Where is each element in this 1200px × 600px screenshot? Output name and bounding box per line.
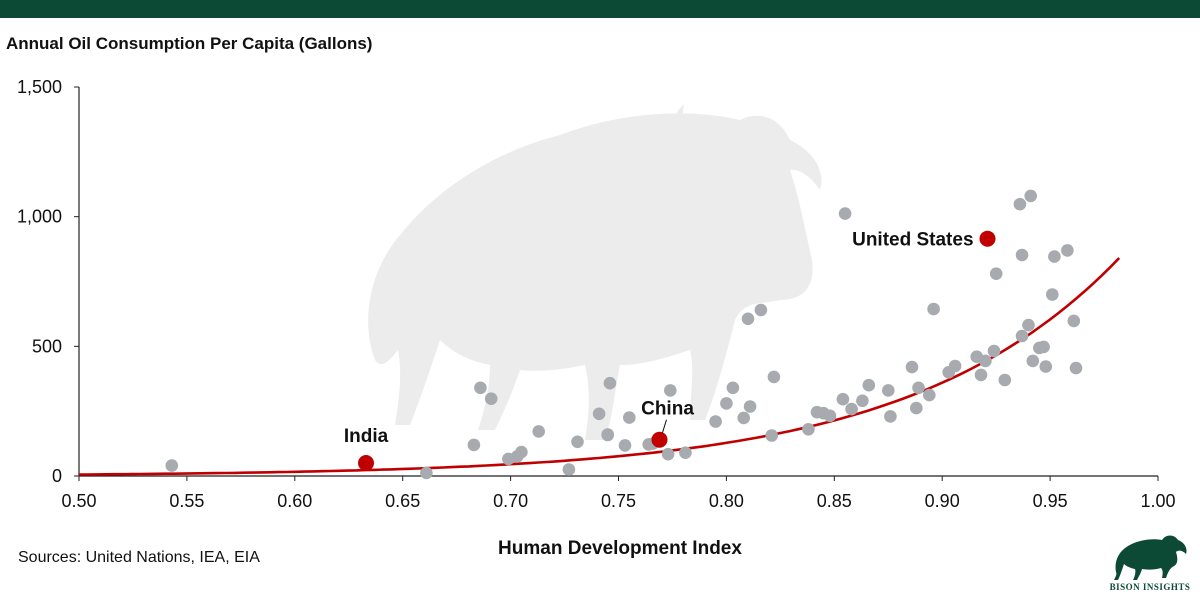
- scatter-point: [767, 370, 781, 384]
- scatter-point: [532, 425, 545, 438]
- highlight-label-china: China: [641, 399, 694, 420]
- scatter-point: [467, 438, 481, 452]
- y-tick-label: 1,500: [17, 77, 62, 97]
- bison-logo: BISON INSIGHTS: [1108, 528, 1192, 598]
- scatter-point: [998, 373, 1012, 387]
- y-tick-label: 0: [52, 466, 62, 486]
- scatter-point: [912, 381, 925, 395]
- scatter-point: [679, 446, 692, 460]
- y-tick-label: 500: [32, 336, 62, 356]
- scatter-point: [802, 423, 815, 436]
- highlight-point-united-states: [979, 230, 996, 247]
- scatter-point: [726, 381, 740, 395]
- y-tick-label: 1,000: [17, 207, 62, 227]
- highlight-point-china: [651, 431, 668, 448]
- scatter-point: [910, 401, 923, 415]
- scatter-point: [1022, 318, 1035, 332]
- scatter-point: [601, 428, 614, 442]
- scatter-point: [474, 381, 487, 395]
- logo-text: BISON INSIGHTS: [1109, 582, 1191, 592]
- scatter-point: [1039, 360, 1053, 373]
- scatter-point: [1069, 361, 1083, 375]
- x-tick-label: 0.60: [277, 491, 312, 511]
- bison-logo-icon: [1114, 535, 1187, 580]
- scatter-point: [1061, 244, 1074, 257]
- scatter-point: [987, 344, 1001, 358]
- x-tick-label: 0.85: [817, 491, 852, 511]
- scatter-point: [1024, 189, 1037, 203]
- header-band: [0, 0, 1200, 18]
- scatter-point: [562, 463, 576, 476]
- scatter-point: [927, 302, 940, 316]
- scatter-point: [571, 435, 584, 449]
- scatter-point: [1015, 329, 1029, 343]
- x-tick-label: 1.00: [1140, 491, 1175, 511]
- scatter-point: [882, 384, 895, 397]
- x-axis-title: Human Development Index: [498, 538, 742, 559]
- x-tick-label: 0.65: [385, 491, 420, 511]
- scatter-point: [664, 384, 677, 397]
- x-tick-label: 0.95: [1033, 491, 1068, 511]
- trend-line: [79, 257, 1121, 476]
- scatter-point: [923, 388, 936, 402]
- scatter-point: [845, 402, 858, 416]
- scatter-point: [754, 303, 768, 317]
- scatter-point: [165, 459, 179, 472]
- scatter-point: [1015, 248, 1029, 262]
- scatter-point: [974, 368, 988, 382]
- scatter-point: [741, 312, 755, 326]
- scatter-point: [989, 267, 1003, 281]
- scatter-point: [720, 397, 733, 410]
- scatter-point: [743, 400, 757, 413]
- scatter-point: [1013, 197, 1027, 211]
- scatter-point: [884, 410, 897, 423]
- scatter-point: [823, 409, 837, 423]
- scatter-point: [836, 392, 850, 406]
- scatter-point: [765, 429, 778, 442]
- scatter-point: [709, 415, 722, 428]
- scatter-point: [420, 466, 433, 480]
- scatter-point: [484, 392, 498, 406]
- x-tick-label: 0.90: [925, 491, 960, 511]
- highlight-label-united-states: United States: [852, 230, 973, 251]
- x-tick-label: 0.55: [169, 491, 204, 511]
- highlight-label-india: India: [344, 426, 389, 447]
- bison-watermark-icon: [368, 104, 822, 441]
- scatter-point: [862, 378, 876, 392]
- scatter-point: [1048, 250, 1061, 263]
- scatter-point: [1046, 288, 1059, 301]
- scatter-point: [592, 407, 606, 421]
- highlight-point-india: [358, 455, 374, 471]
- x-tick-label: 0.70: [493, 491, 528, 511]
- scatter-point: [603, 376, 617, 390]
- x-tick-label: 0.80: [709, 491, 744, 511]
- scatter-point: [979, 354, 992, 368]
- scatter-point: [1037, 340, 1050, 354]
- label-leader-line: [662, 419, 667, 433]
- y-axis-title: Annual Oil Consumption Per Capita (Gallo…: [6, 34, 373, 53]
- scatter-point: [948, 359, 962, 373]
- scatter-point: [515, 445, 528, 459]
- scatter-point: [618, 439, 632, 452]
- scatter-point: [1067, 314, 1081, 328]
- scatter-point: [737, 411, 750, 425]
- scatter-point: [905, 360, 919, 374]
- scatter-point: [661, 447, 675, 461]
- source-note: Sources: United Nations, IEA, EIA: [18, 549, 260, 566]
- scatter-point: [838, 207, 852, 220]
- scatter-point: [623, 411, 636, 424]
- x-tick-label: 0.75: [601, 491, 636, 511]
- x-tick-label: 0.50: [61, 491, 96, 511]
- scatter-point: [1026, 354, 1040, 368]
- scatter-point: [856, 394, 869, 408]
